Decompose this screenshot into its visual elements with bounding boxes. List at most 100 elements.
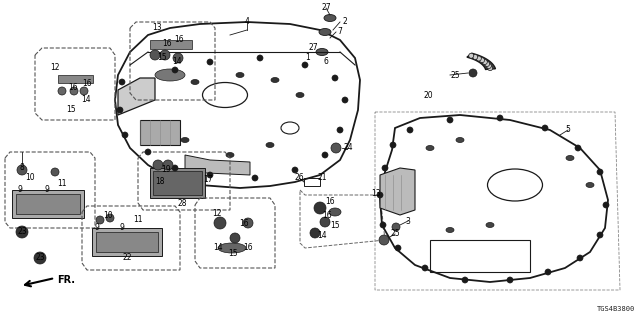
Circle shape xyxy=(252,175,258,181)
Text: FR.: FR. xyxy=(57,275,75,285)
Circle shape xyxy=(51,168,59,176)
Ellipse shape xyxy=(296,92,304,98)
Circle shape xyxy=(173,53,183,63)
Bar xyxy=(16,194,80,214)
Text: 16: 16 xyxy=(239,220,249,228)
Circle shape xyxy=(119,79,125,85)
Text: 12: 12 xyxy=(51,63,60,73)
Circle shape xyxy=(172,165,178,171)
Text: 14: 14 xyxy=(213,243,223,252)
Text: TGS4B3800: TGS4B3800 xyxy=(596,306,635,312)
Ellipse shape xyxy=(446,228,454,233)
Circle shape xyxy=(473,54,477,60)
Circle shape xyxy=(332,75,338,81)
Circle shape xyxy=(314,202,326,214)
Ellipse shape xyxy=(266,142,274,148)
Circle shape xyxy=(331,143,341,153)
Circle shape xyxy=(497,115,503,121)
Circle shape xyxy=(58,87,66,95)
Text: 16: 16 xyxy=(68,83,78,92)
Text: 5: 5 xyxy=(566,125,570,134)
Circle shape xyxy=(469,69,477,77)
Text: 23: 23 xyxy=(17,228,27,236)
Text: 11: 11 xyxy=(57,179,67,188)
Circle shape xyxy=(160,50,170,60)
Bar xyxy=(430,240,530,272)
Polygon shape xyxy=(380,168,415,215)
Circle shape xyxy=(468,53,474,58)
Circle shape xyxy=(16,226,28,238)
Circle shape xyxy=(484,61,490,67)
Bar xyxy=(12,190,84,218)
Bar xyxy=(150,40,192,49)
Text: 14: 14 xyxy=(317,231,327,241)
Circle shape xyxy=(390,142,396,148)
Ellipse shape xyxy=(566,156,574,161)
Ellipse shape xyxy=(319,28,331,36)
Circle shape xyxy=(257,55,263,61)
Text: 4: 4 xyxy=(244,18,250,27)
Circle shape xyxy=(603,202,609,208)
Circle shape xyxy=(150,50,160,60)
Circle shape xyxy=(392,223,400,231)
Circle shape xyxy=(577,255,583,261)
Text: 15: 15 xyxy=(330,221,340,230)
Circle shape xyxy=(207,172,213,178)
Text: 24: 24 xyxy=(343,143,353,153)
Circle shape xyxy=(447,117,453,123)
Circle shape xyxy=(486,63,492,68)
Circle shape xyxy=(163,160,173,170)
Circle shape xyxy=(292,167,298,173)
Text: 18: 18 xyxy=(156,178,164,187)
Circle shape xyxy=(122,132,128,138)
Circle shape xyxy=(106,214,114,222)
Text: 9: 9 xyxy=(120,223,124,233)
Text: 9: 9 xyxy=(45,186,49,195)
Bar xyxy=(96,232,158,252)
Circle shape xyxy=(597,169,603,175)
Circle shape xyxy=(320,217,330,227)
Text: 25: 25 xyxy=(390,229,400,238)
Ellipse shape xyxy=(218,243,246,253)
Text: 14: 14 xyxy=(172,58,182,67)
Ellipse shape xyxy=(329,208,341,216)
Ellipse shape xyxy=(324,14,336,21)
Circle shape xyxy=(462,277,468,283)
Text: 10: 10 xyxy=(25,172,35,181)
Circle shape xyxy=(380,222,386,228)
Polygon shape xyxy=(467,53,495,69)
Text: 1: 1 xyxy=(306,53,310,62)
Text: 11: 11 xyxy=(133,215,143,225)
Text: 27: 27 xyxy=(308,43,318,52)
Ellipse shape xyxy=(236,73,244,77)
Text: 16: 16 xyxy=(325,197,335,206)
Circle shape xyxy=(407,127,413,133)
Text: 7: 7 xyxy=(337,28,342,36)
Ellipse shape xyxy=(271,77,279,83)
Circle shape xyxy=(377,192,383,198)
Circle shape xyxy=(342,97,348,103)
Ellipse shape xyxy=(155,69,185,81)
Bar xyxy=(92,228,162,256)
Polygon shape xyxy=(118,78,155,115)
Circle shape xyxy=(145,149,151,155)
Text: 20: 20 xyxy=(423,91,433,100)
Text: 12: 12 xyxy=(212,209,221,218)
Circle shape xyxy=(507,277,513,283)
Circle shape xyxy=(214,217,226,229)
Bar xyxy=(140,120,180,145)
Ellipse shape xyxy=(226,153,234,157)
Bar xyxy=(153,171,202,195)
Text: 10: 10 xyxy=(103,211,113,220)
Text: 13: 13 xyxy=(371,188,381,197)
Circle shape xyxy=(96,216,104,224)
Text: 27: 27 xyxy=(321,4,331,12)
Bar xyxy=(150,168,205,198)
Circle shape xyxy=(17,165,27,175)
Text: 22: 22 xyxy=(122,253,132,262)
Text: 16: 16 xyxy=(162,38,172,47)
Circle shape xyxy=(70,87,78,95)
Circle shape xyxy=(310,228,320,238)
Text: 9: 9 xyxy=(17,186,22,195)
Text: 6: 6 xyxy=(324,58,328,67)
